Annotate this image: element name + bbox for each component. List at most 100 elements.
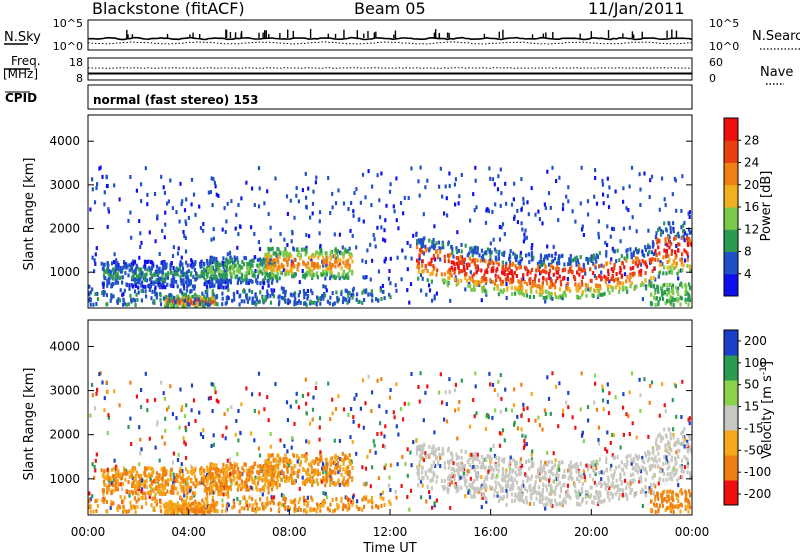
- power-cell: [317, 255, 320, 260]
- power-cell: [311, 276, 314, 281]
- velocity-cell: [131, 473, 134, 478]
- velocity-cell: [530, 496, 533, 501]
- velocity-cell: [328, 467, 332, 472]
- velocity-cell: [311, 407, 315, 412]
- power-cell: [269, 300, 273, 305]
- power-cell: [125, 262, 128, 267]
- velocity-cell: [342, 467, 345, 472]
- power-cell: [638, 172, 641, 177]
- velocity-cell: [331, 498, 334, 502]
- power-cell: [556, 261, 559, 266]
- power-cell: [210, 176, 213, 181]
- velocity-cell: [602, 407, 605, 412]
- velocity-cell: [646, 458, 650, 463]
- power-cell: [345, 259, 348, 264]
- power-cell: [222, 256, 225, 261]
- power-cell: [500, 280, 503, 285]
- power-cell: [334, 275, 338, 280]
- velocity-cell: [293, 453, 296, 458]
- colorbar-segment: [724, 140, 738, 163]
- velocity-cell: [650, 380, 654, 385]
- velocity-cell: [215, 463, 218, 468]
- power-cell: [240, 299, 243, 304]
- velocity-cell: [297, 468, 300, 473]
- power-cell: [476, 250, 479, 255]
- velocity-cell: [326, 461, 329, 466]
- velocity-cell: [140, 473, 143, 478]
- velocity-cell: [188, 485, 191, 490]
- power-cell: [109, 298, 112, 303]
- power-cell: [296, 248, 299, 253]
- power-cell: [537, 209, 540, 214]
- velocity-cell: [228, 466, 231, 471]
- power-cell: [323, 293, 327, 298]
- velocity-cell: [680, 431, 683, 436]
- power-cell: [472, 192, 475, 197]
- velocity-cell: [555, 477, 558, 482]
- power-cell: [635, 229, 638, 234]
- power-cell: [530, 257, 533, 261]
- velocity-cell: [187, 422, 190, 426]
- power-cell: [102, 266, 105, 271]
- velocity-cell: [609, 441, 612, 445]
- velocity-cell: [483, 457, 486, 462]
- velocity-cell: [103, 408, 106, 413]
- velocity-cell: [340, 472, 343, 477]
- power-cell: [313, 265, 316, 270]
- velocity-cell: [163, 396, 166, 401]
- velocity-cell: [683, 465, 687, 470]
- power-cell: [498, 249, 501, 254]
- power-cell: [524, 228, 527, 233]
- velocity-cell: [221, 481, 224, 486]
- velocity-cell: [103, 469, 106, 474]
- power-cell: [214, 268, 217, 273]
- power-cell: [334, 201, 338, 206]
- power-cell: [670, 251, 673, 256]
- power-cell: [630, 281, 634, 286]
- power-cell: [269, 238, 272, 243]
- power-cell: [255, 279, 258, 284]
- power-cell: [539, 290, 542, 295]
- velocity-cell: [183, 414, 187, 419]
- velocity-cell: [189, 488, 192, 493]
- velocity-cell: [277, 459, 280, 464]
- power-cell: [184, 249, 188, 254]
- velocity-cell: [617, 484, 620, 489]
- noise-sky-series: [88, 36, 693, 41]
- power-cell: [149, 271, 152, 275]
- power-cell: [504, 181, 507, 186]
- velocity-cell: [243, 462, 246, 467]
- power-cell: [534, 212, 537, 217]
- power-cell: [551, 282, 554, 287]
- power-cell: [139, 231, 142, 236]
- velocity-cell: [226, 490, 229, 495]
- power-cell: [213, 259, 216, 264]
- velocity-cell: [403, 401, 406, 406]
- velocity-cell: [212, 442, 215, 447]
- power-cell: [203, 294, 206, 299]
- velocity-cell: [305, 452, 308, 457]
- power-cell: [435, 272, 438, 277]
- power-cell: [550, 279, 553, 284]
- velocity-cell: [547, 396, 551, 401]
- power-cell: [201, 291, 204, 296]
- power-cell: [92, 302, 95, 307]
- power-cell: [276, 267, 280, 272]
- power-cell: [327, 175, 330, 180]
- velocity-cell: [217, 468, 220, 472]
- power-cell: [342, 255, 345, 260]
- freq-label-bottom: [MHz]: [3, 67, 38, 81]
- power-cell: [186, 276, 190, 281]
- power-cell: [575, 262, 578, 267]
- power-cell: [325, 272, 328, 277]
- velocity-cell: [476, 452, 479, 457]
- velocity-cell: [322, 475, 325, 480]
- power-cell: [158, 267, 161, 272]
- power-cell: [302, 288, 305, 293]
- power-cell: [683, 258, 687, 263]
- power-cell: [512, 251, 515, 256]
- velocity-cell: [508, 469, 512, 474]
- power-cell: [641, 280, 644, 285]
- power-cell: [197, 297, 200, 302]
- power-cell: [112, 260, 116, 264]
